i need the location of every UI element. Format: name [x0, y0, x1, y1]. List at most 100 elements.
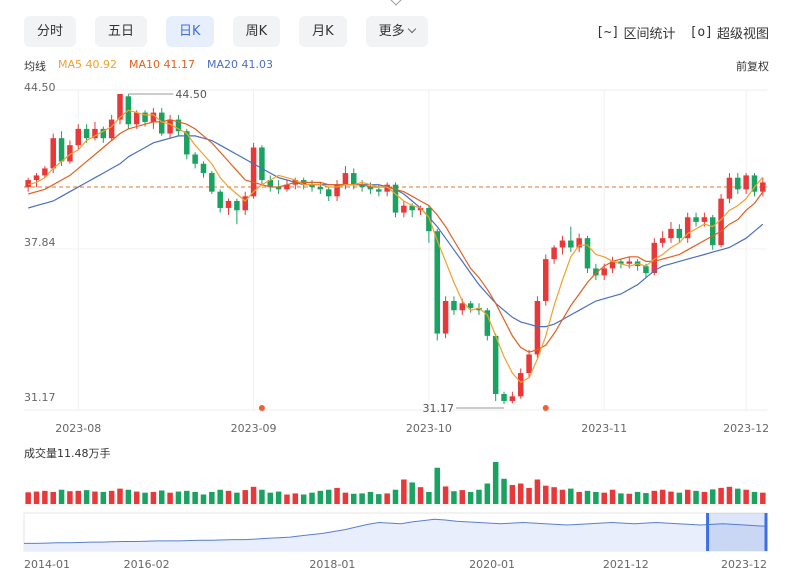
- candle-body[interactable]: [751, 175, 758, 192]
- candle-body[interactable]: [150, 112, 157, 122]
- candle-body[interactable]: [367, 187, 374, 190]
- candle-body[interactable]: [83, 128, 90, 139]
- candle-body[interactable]: [284, 184, 290, 190]
- candle-body[interactable]: [743, 175, 749, 190]
- candle-body[interactable]: [517, 373, 524, 397]
- candle-body[interactable]: [760, 182, 766, 192]
- candle-body[interactable]: [108, 119, 115, 139]
- candle-body[interactable]: [50, 138, 56, 169]
- candle-body[interactable]: [684, 217, 691, 239]
- candle-body[interactable]: [726, 177, 733, 199]
- candle-body[interactable]: [309, 184, 315, 188]
- candle-body[interactable]: [167, 119, 173, 134]
- tab-week-k[interactable]: 周K: [232, 16, 281, 47]
- candle-body[interactable]: [484, 310, 491, 336]
- candle-body[interactable]: [576, 238, 582, 248]
- candle-body[interactable]: [175, 119, 182, 132]
- candle-body[interactable]: [92, 128, 98, 139]
- candle-body[interactable]: [259, 147, 265, 181]
- candle-body[interactable]: [100, 128, 107, 139]
- candle-body[interactable]: [434, 231, 440, 334]
- candle-body[interactable]: [67, 145, 73, 162]
- candle-body[interactable]: [676, 228, 683, 239]
- candle-body[interactable]: [392, 184, 399, 213]
- candle-body[interactable]: [643, 266, 649, 274]
- candle-body[interactable]: [242, 196, 248, 211]
- candle-body[interactable]: [200, 163, 207, 174]
- candle-body[interactable]: [234, 200, 240, 211]
- candle-body[interactable]: [501, 394, 507, 401]
- candle-body[interactable]: [359, 184, 365, 188]
- candle-body[interactable]: [626, 261, 633, 264]
- candle-body[interactable]: [342, 173, 349, 185]
- candle-body[interactable]: [526, 354, 532, 374]
- candle-body[interactable]: [192, 154, 198, 164]
- candle-body[interactable]: [492, 335, 499, 394]
- candle-body[interactable]: [701, 217, 708, 222]
- candle-body[interactable]: [209, 173, 215, 192]
- candle-body[interactable]: [275, 187, 282, 190]
- candle-body[interactable]: [601, 268, 607, 276]
- candle-body[interactable]: [509, 396, 516, 401]
- candle-body[interactable]: [659, 238, 666, 243]
- event-dot[interactable]: [542, 405, 549, 411]
- candle-body[interactable]: [33, 175, 40, 181]
- volume-bar: [267, 492, 274, 504]
- candle-body[interactable]: [709, 217, 716, 246]
- candle-body[interactable]: [593, 268, 599, 276]
- candle-body[interactable]: [334, 184, 340, 197]
- candle-body[interactable]: [42, 168, 48, 176]
- overview-selection[interactable]: [707, 513, 767, 551]
- candle-body[interactable]: [559, 240, 566, 248]
- candle-body[interactable]: [618, 261, 624, 264]
- tab-day-k[interactable]: 日K: [166, 16, 214, 47]
- candle-body[interactable]: [718, 198, 724, 246]
- tab-month-k[interactable]: 月K: [299, 16, 347, 47]
- candle-body[interactable]: [267, 180, 274, 188]
- super-view-button[interactable]: [o] 超级视图: [690, 23, 770, 42]
- tab-more[interactable]: 更多: [365, 16, 428, 47]
- candle-body[interactable]: [609, 261, 616, 269]
- candle-body[interactable]: [476, 307, 482, 311]
- candle-body[interactable]: [184, 131, 190, 155]
- candle-body[interactable]: [250, 147, 257, 197]
- candle-body[interactable]: [217, 191, 223, 208]
- candle-body[interactable]: [409, 205, 415, 211]
- tab-minute[interactable]: 分时: [24, 16, 77, 47]
- candle-body[interactable]: [317, 187, 324, 190]
- candle-body[interactable]: [735, 177, 741, 190]
- adjust-selector[interactable]: 前复权: [736, 60, 769, 73]
- candle-body[interactable]: [467, 303, 474, 308]
- candle-body[interactable]: [133, 112, 140, 125]
- candle-body[interactable]: [225, 200, 232, 208]
- candle-body[interactable]: [534, 300, 541, 355]
- candle-body[interactable]: [693, 217, 699, 222]
- event-dot[interactable]: [258, 405, 265, 411]
- candle-body[interactable]: [568, 240, 574, 248]
- candle-body[interactable]: [384, 184, 390, 192]
- candle-body[interactable]: [459, 303, 466, 311]
- candle-body[interactable]: [117, 94, 123, 120]
- candle-body[interactable]: [451, 300, 457, 311]
- candle-body[interactable]: [668, 228, 674, 239]
- candle-body[interactable]: [651, 242, 658, 274]
- candle-body[interactable]: [401, 205, 407, 213]
- candle-body[interactable]: [584, 238, 591, 269]
- candle-body[interactable]: [25, 180, 31, 188]
- candle-body[interactable]: [325, 189, 332, 197]
- candle-body[interactable]: [551, 247, 557, 260]
- tab-five-day[interactable]: 五日: [95, 16, 148, 47]
- candle-body[interactable]: [75, 128, 82, 146]
- candle-body[interactable]: [376, 189, 382, 192]
- candle-body[interactable]: [417, 207, 424, 211]
- candle-body[interactable]: [142, 112, 148, 122]
- candle-body[interactable]: [442, 300, 449, 334]
- candle-body[interactable]: [58, 138, 65, 162]
- candle-body[interactable]: [543, 259, 549, 301]
- candle-body[interactable]: [426, 207, 432, 232]
- candle-body[interactable]: [158, 112, 165, 134]
- candle-body[interactable]: [351, 173, 357, 185]
- range-stat-button[interactable]: [~] 区间统计: [596, 23, 676, 42]
